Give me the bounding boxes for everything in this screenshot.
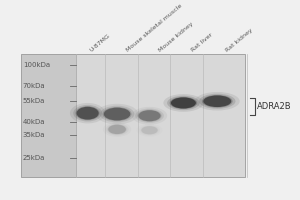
Ellipse shape bbox=[96, 104, 138, 124]
Ellipse shape bbox=[139, 110, 160, 121]
Ellipse shape bbox=[203, 95, 231, 107]
Text: U-87MG: U-87MG bbox=[89, 33, 111, 53]
Ellipse shape bbox=[103, 122, 131, 137]
Text: Mouse kidney: Mouse kidney bbox=[158, 21, 195, 53]
Text: 55kDa: 55kDa bbox=[23, 98, 45, 104]
Ellipse shape bbox=[167, 96, 200, 110]
Text: ADRA2B: ADRA2B bbox=[256, 102, 291, 111]
Ellipse shape bbox=[202, 95, 233, 108]
Ellipse shape bbox=[195, 92, 240, 111]
Ellipse shape bbox=[137, 110, 162, 122]
Text: 100kDa: 100kDa bbox=[23, 62, 50, 68]
Ellipse shape bbox=[103, 107, 132, 121]
Ellipse shape bbox=[108, 125, 126, 134]
Text: Rat liver: Rat liver bbox=[190, 32, 214, 53]
Ellipse shape bbox=[73, 105, 102, 121]
Ellipse shape bbox=[135, 109, 164, 123]
Ellipse shape bbox=[169, 97, 197, 109]
Ellipse shape bbox=[139, 125, 160, 136]
Text: Rat kidney: Rat kidney bbox=[224, 27, 254, 53]
Ellipse shape bbox=[76, 106, 100, 120]
Text: 40kDa: 40kDa bbox=[23, 119, 45, 125]
Ellipse shape bbox=[136, 124, 163, 137]
Ellipse shape bbox=[100, 106, 134, 122]
FancyBboxPatch shape bbox=[21, 54, 76, 177]
Text: 25kDa: 25kDa bbox=[23, 155, 45, 161]
Ellipse shape bbox=[76, 107, 99, 120]
Ellipse shape bbox=[107, 124, 127, 135]
Text: 35kDa: 35kDa bbox=[23, 132, 45, 138]
Text: Mouse skeletal muscle: Mouse skeletal muscle bbox=[126, 3, 184, 53]
Ellipse shape bbox=[104, 108, 130, 120]
Text: 70kDa: 70kDa bbox=[23, 83, 45, 89]
Ellipse shape bbox=[106, 123, 129, 135]
Ellipse shape bbox=[164, 94, 203, 112]
Ellipse shape bbox=[171, 97, 196, 108]
Ellipse shape bbox=[141, 126, 158, 135]
Ellipse shape bbox=[70, 103, 105, 123]
Ellipse shape bbox=[199, 94, 236, 109]
Ellipse shape bbox=[132, 107, 167, 125]
FancyBboxPatch shape bbox=[76, 54, 245, 177]
Ellipse shape bbox=[141, 126, 158, 134]
